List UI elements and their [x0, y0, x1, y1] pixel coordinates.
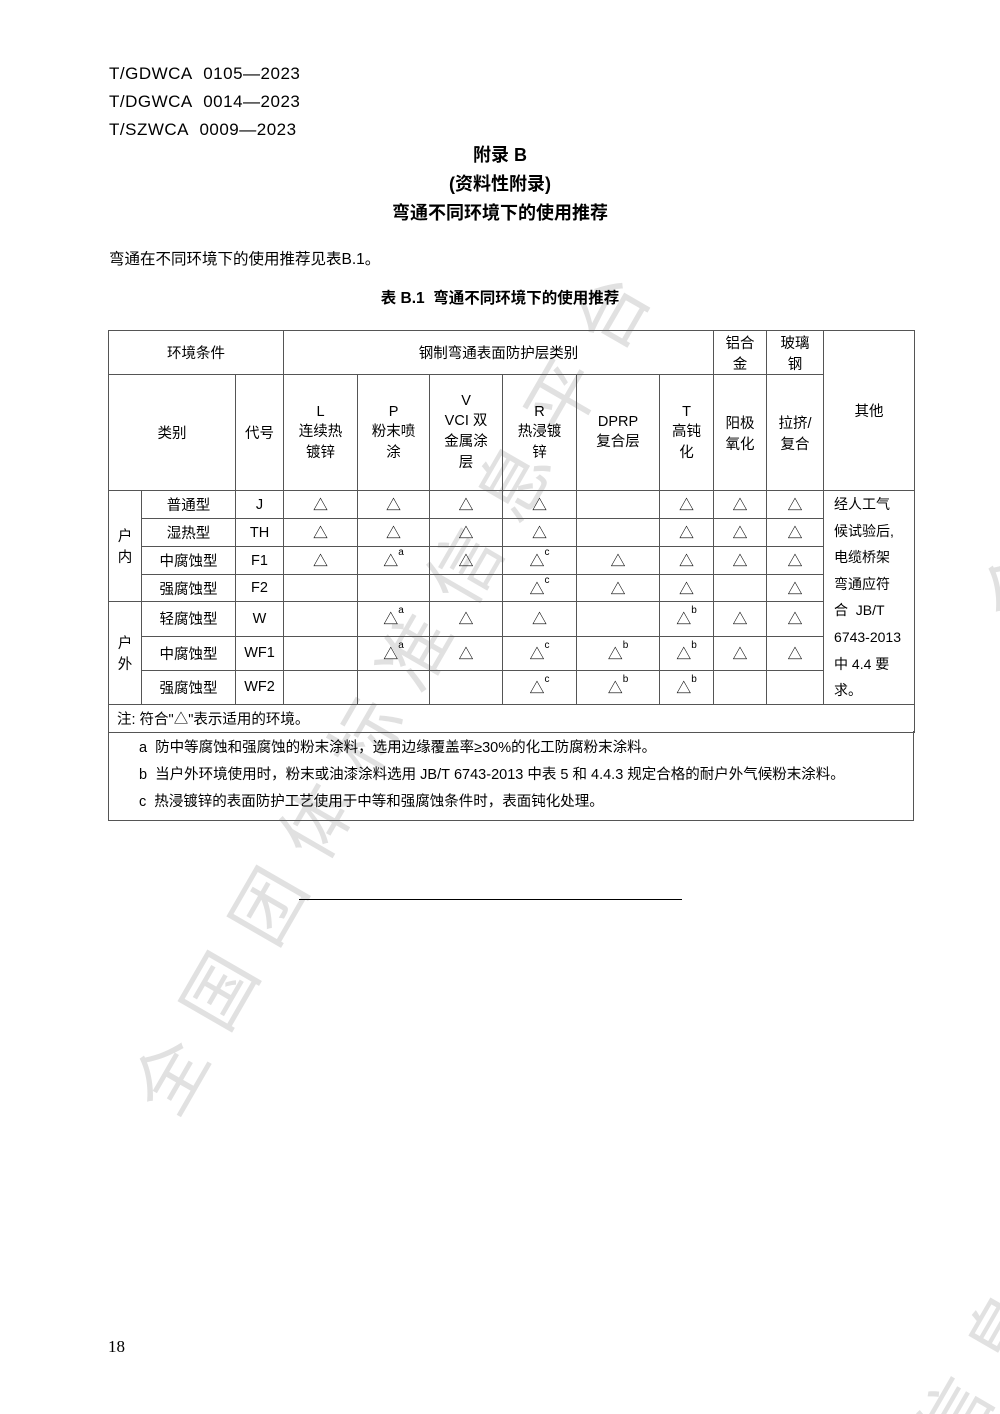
- svg-text:全国团体标准信息平台: 全国团体标准信息平台: [951, 0, 1000, 641]
- svg-text:全国团体标准信息平台: 全国团体标准信息平台: [592, 1078, 1000, 1414]
